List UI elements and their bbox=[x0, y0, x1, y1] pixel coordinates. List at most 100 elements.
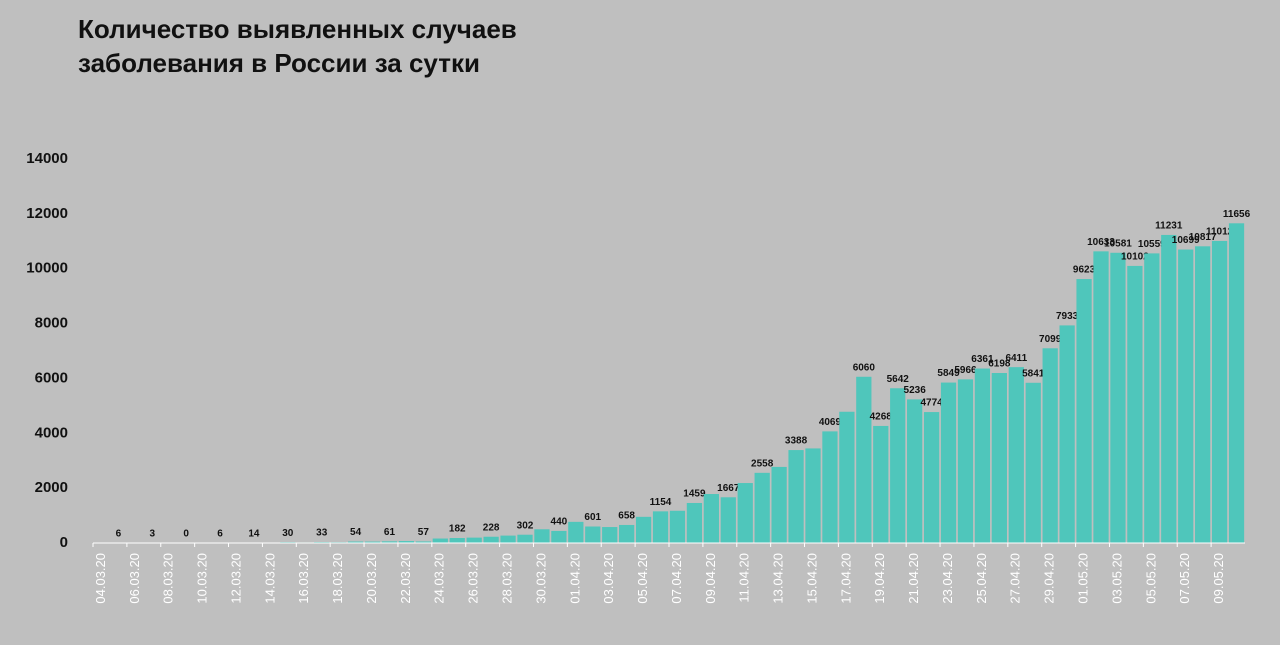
x-tick-label: 25.04.20 bbox=[974, 553, 989, 604]
x-tick-label: 05.05.20 bbox=[1143, 553, 1158, 604]
bar bbox=[364, 541, 381, 543]
bar bbox=[585, 526, 601, 543]
bar bbox=[534, 529, 550, 543]
x-tick-label: 22.03.20 bbox=[398, 553, 413, 604]
value-label: 54 bbox=[350, 527, 362, 538]
value-label: 11231 bbox=[1155, 221, 1183, 232]
value-label: 6361 bbox=[971, 354, 994, 365]
bar bbox=[1161, 234, 1177, 543]
x-tick-label: 03.04.20 bbox=[601, 553, 616, 604]
bar bbox=[923, 412, 940, 543]
x-tick-label: 05.04.20 bbox=[635, 553, 650, 604]
bar bbox=[1178, 249, 1194, 543]
value-label: 6060 bbox=[853, 362, 876, 373]
x-tick-label: 08.03.20 bbox=[161, 553, 176, 604]
value-label: 57 bbox=[418, 527, 430, 538]
value-label: 5966 bbox=[954, 365, 977, 376]
x-tick-label: 14.03.20 bbox=[262, 553, 277, 604]
bar bbox=[873, 425, 889, 543]
value-label: 228 bbox=[483, 522, 500, 533]
value-label: 10559 bbox=[1138, 239, 1166, 250]
bar bbox=[568, 521, 584, 543]
bar bbox=[1127, 265, 1143, 543]
x-tick-label: 03.05.20 bbox=[1109, 553, 1124, 604]
value-label: 5841 bbox=[1022, 368, 1045, 379]
bar bbox=[1008, 367, 1024, 543]
bar bbox=[483, 536, 499, 543]
value-label: 182 bbox=[449, 524, 466, 535]
x-tick-label: 10.03.20 bbox=[195, 553, 210, 604]
value-label: 5642 bbox=[887, 374, 910, 385]
bar bbox=[771, 466, 787, 543]
bar bbox=[1042, 348, 1058, 543]
x-tick-label: 23.04.20 bbox=[940, 553, 955, 604]
value-label: 4774 bbox=[920, 398, 943, 409]
value-label: 3388 bbox=[785, 436, 808, 447]
bar bbox=[957, 379, 974, 543]
bar bbox=[635, 516, 652, 543]
bar bbox=[1076, 279, 1092, 543]
y-tick-label: 0 bbox=[60, 534, 68, 551]
bar bbox=[381, 541, 398, 543]
bar bbox=[974, 368, 991, 543]
value-label: 10817 bbox=[1189, 232, 1217, 243]
value-label: 5849 bbox=[937, 368, 960, 379]
bar bbox=[856, 376, 872, 543]
value-label: 10633 bbox=[1087, 237, 1115, 248]
bar bbox=[991, 372, 1007, 543]
value-label: 601 bbox=[584, 512, 601, 523]
x-tick-label: 20.03.20 bbox=[364, 553, 379, 604]
value-label: 6411 bbox=[1005, 353, 1027, 364]
value-label: 440 bbox=[551, 517, 568, 528]
bar bbox=[347, 541, 364, 543]
value-label: 2558 bbox=[751, 458, 774, 469]
value-label: 6 bbox=[217, 528, 223, 539]
bar bbox=[737, 483, 753, 543]
y-tick-label: 14000 bbox=[26, 150, 68, 167]
bar bbox=[602, 527, 618, 543]
x-tick-label: 07.05.20 bbox=[1177, 553, 1192, 604]
bar bbox=[1059, 325, 1075, 543]
value-label: 9623 bbox=[1073, 265, 1096, 276]
x-tick-label: 24.03.20 bbox=[432, 553, 447, 604]
bar bbox=[500, 535, 516, 543]
bar bbox=[839, 411, 855, 543]
y-tick-label: 12000 bbox=[26, 205, 68, 222]
value-label: 6198 bbox=[988, 359, 1011, 370]
bar bbox=[449, 538, 465, 543]
bar bbox=[754, 472, 770, 543]
bar bbox=[1144, 253, 1160, 543]
x-tick-label: 06.03.20 bbox=[127, 553, 142, 604]
value-label: 302 bbox=[517, 520, 534, 531]
bar bbox=[1228, 223, 1245, 543]
bar bbox=[652, 511, 669, 543]
value-label: 11012 bbox=[1206, 227, 1234, 238]
value-label: 30 bbox=[282, 528, 294, 539]
bar bbox=[686, 502, 703, 543]
bar bbox=[703, 494, 719, 543]
value-label: 0 bbox=[183, 529, 189, 540]
x-tick-label: 07.04.20 bbox=[669, 553, 684, 604]
x-tick-label: 28.03.20 bbox=[499, 553, 514, 604]
bar bbox=[415, 541, 431, 543]
x-tick-label: 17.04.20 bbox=[838, 553, 853, 604]
x-tick-label: 19.04.20 bbox=[872, 553, 887, 604]
value-label: 10102 bbox=[1121, 252, 1149, 263]
bar bbox=[1093, 251, 1109, 544]
bar bbox=[398, 541, 415, 543]
bar bbox=[619, 524, 635, 543]
x-tick-label: 16.03.20 bbox=[296, 553, 311, 604]
bar bbox=[517, 534, 533, 543]
value-label: 11656 bbox=[1223, 209, 1251, 220]
bar bbox=[907, 399, 923, 543]
x-tick-label: 13.04.20 bbox=[771, 553, 786, 604]
value-label: 33 bbox=[316, 528, 328, 539]
bar bbox=[1110, 252, 1126, 543]
value-label: 7099 bbox=[1039, 334, 1062, 345]
bar bbox=[788, 450, 804, 543]
bar bbox=[466, 537, 482, 543]
x-tick-label: 15.04.20 bbox=[804, 553, 819, 604]
bar bbox=[1025, 382, 1041, 543]
